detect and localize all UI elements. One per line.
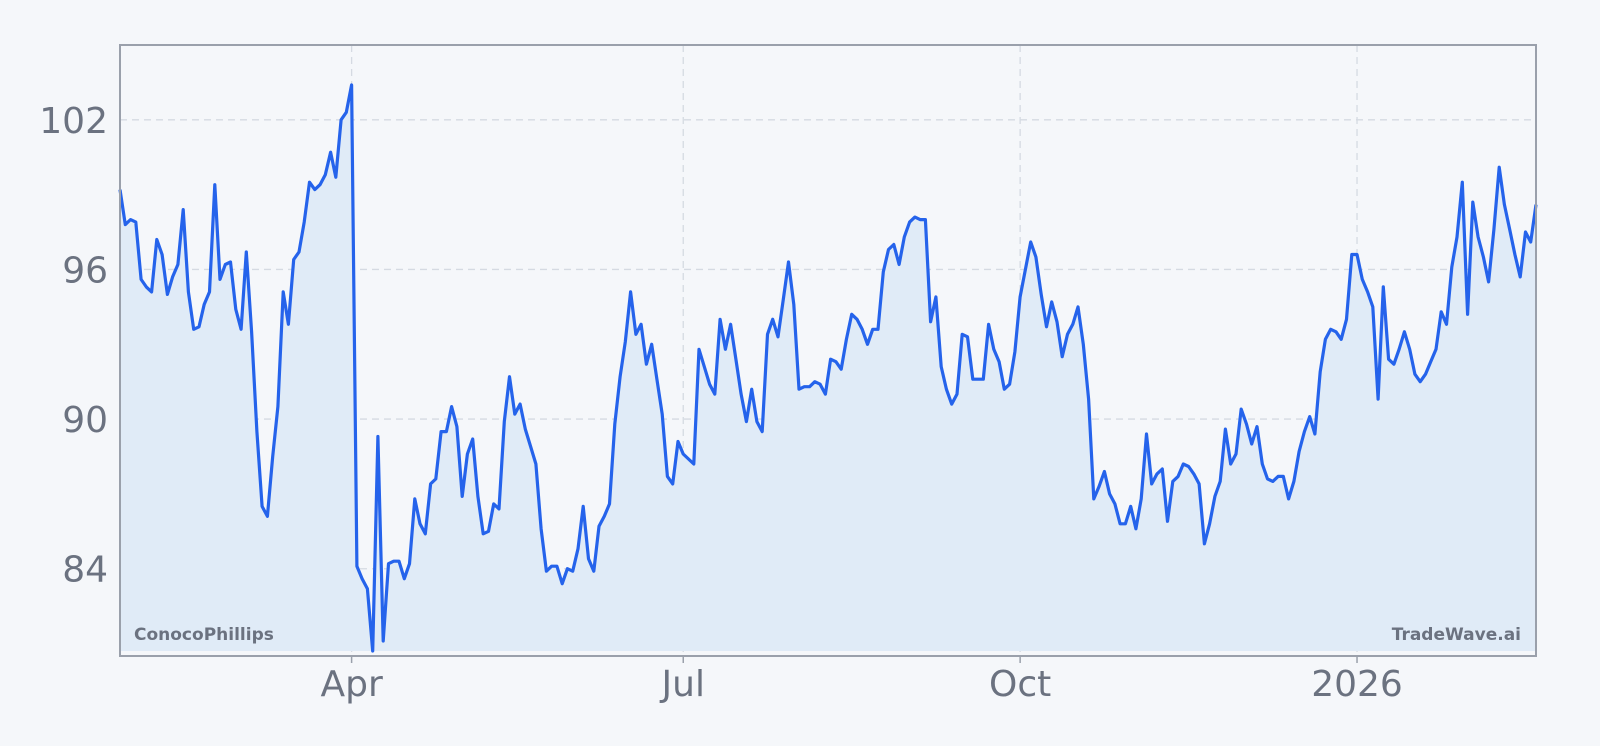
x-tick-label: Oct: [989, 664, 1051, 705]
plot-frame: [119, 44, 1537, 657]
y-tick-label: 96: [62, 250, 108, 291]
y-tick-label: 102: [39, 101, 108, 142]
x-axis: Apr Jul Oct 2026: [320, 656, 1403, 705]
y-tick-label: 90: [62, 400, 108, 441]
y-tick-label: 84: [62, 550, 108, 591]
x-tick-label: Jul: [660, 664, 705, 705]
watermark-left: ConocoPhillips: [134, 625, 274, 645]
y-axis: 84 90 96 102: [39, 101, 108, 591]
x-tick-label: 2026: [1311, 664, 1403, 705]
price-area-fill: [120, 84, 1536, 651]
x-tick-label: Apr: [320, 664, 382, 705]
price-line: [118, 83, 1538, 653]
watermark-right: TradeWave.ai: [1392, 625, 1521, 645]
